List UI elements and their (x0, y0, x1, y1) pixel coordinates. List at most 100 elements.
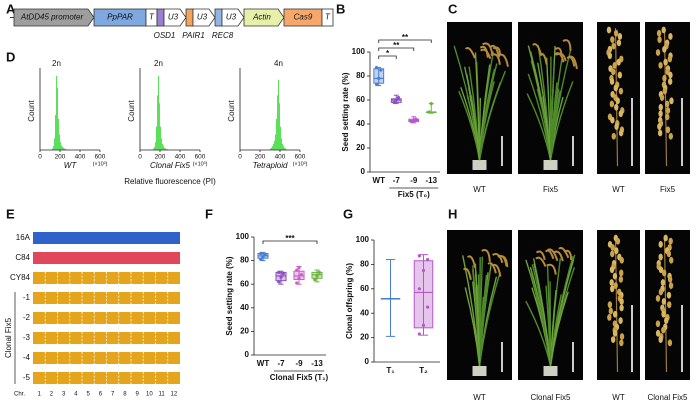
photo-grain (612, 62, 617, 69)
photo-grain (611, 68, 616, 76)
row-label: -2 (23, 313, 31, 322)
y-tick-label: 0 (361, 167, 366, 176)
y-tick-label: 60 (360, 284, 369, 293)
significance-bracket (378, 39, 432, 43)
histogram-bar (277, 95, 278, 150)
x-tick-label: -7 (277, 359, 285, 368)
x-unit: (×10³) (93, 161, 108, 167)
histogram-bar (282, 143, 283, 150)
photo-leaf (549, 65, 555, 161)
data-point (295, 268, 299, 272)
x-tick-label: -13 (311, 359, 323, 368)
significance-label: ** (393, 41, 400, 50)
axis-label: Chr. (14, 392, 25, 398)
y-tick-label: 80 (240, 256, 249, 265)
photo-label: Clonal Fix5 (530, 393, 571, 402)
histogram-bar (163, 146, 164, 150)
photo-grain (664, 100, 670, 108)
chromosome-label: 1 (37, 392, 41, 398)
photo-grain (663, 234, 668, 242)
significance-label: ** (402, 33, 409, 42)
histogram-bar (283, 146, 284, 150)
photo-grain (669, 97, 674, 105)
photo-pot (472, 160, 487, 170)
histogram-bar (160, 126, 161, 150)
histogram-bar (156, 126, 157, 150)
photo-panicle (544, 249, 555, 260)
photo-grain (658, 62, 663, 69)
x-tick-label: -13 (425, 176, 437, 185)
photo-label: WT (473, 393, 486, 402)
photo-grain (657, 123, 662, 130)
photo-panicle (480, 48, 492, 60)
photo-grain (610, 244, 615, 251)
y-tick-label: 20 (360, 333, 369, 342)
peak-label: 4n (274, 59, 283, 68)
photo-grain (612, 310, 618, 318)
photo-leaf (475, 271, 481, 367)
photo-grain (608, 307, 614, 315)
photo-panicle (535, 256, 547, 267)
photo-grain (664, 317, 669, 324)
photo-panicle (490, 53, 501, 65)
photo-grain (665, 107, 671, 114)
photo-grain (661, 326, 666, 334)
histogram-bar (280, 126, 281, 150)
y-tick-label: 100 (352, 47, 366, 56)
y-tick-label: 40 (240, 303, 249, 312)
histogram-bar (60, 142, 61, 150)
shared-x-label: Relative fluorescence (PI) (124, 177, 216, 186)
panel-letter: D (6, 49, 15, 64)
photo-panicle (481, 249, 491, 262)
x-tick-label: 600 (95, 154, 106, 161)
photo-grain (666, 250, 672, 258)
photo-grain (657, 36, 662, 44)
peak-label: 2n (154, 59, 163, 68)
row-label: 16A (16, 233, 31, 242)
photo-rachis (663, 235, 668, 373)
x-tick-label: WT (373, 176, 386, 185)
photo-panicle (539, 52, 548, 65)
data-point (295, 281, 299, 285)
chromosome-label: 4 (74, 392, 78, 398)
histogram-bar (159, 103, 160, 150)
data-point (297, 266, 301, 270)
photo-grain (668, 71, 673, 79)
genotype-bar (33, 232, 180, 244)
photo-grain (611, 42, 616, 50)
significance-bracket (378, 47, 415, 51)
photo-grain (662, 87, 668, 95)
histogram-bar (64, 148, 65, 150)
group-label: Clonal Fix5 (4, 317, 13, 358)
histogram-bar (271, 147, 272, 150)
photo-panicle (568, 55, 578, 70)
photo-grain (607, 52, 613, 60)
panel-letter: A (6, 1, 16, 16)
data-point (426, 257, 430, 262)
x-tick-label: 600 (295, 154, 306, 161)
photo-panicle (482, 42, 494, 55)
x-tick-label: -7 (393, 176, 401, 185)
photo-grain (619, 269, 624, 277)
sgrna-target: OSD1 (154, 31, 176, 40)
photo-grain (619, 304, 624, 312)
x-unit: (×10³) (293, 161, 308, 167)
box (413, 260, 434, 329)
data-point (299, 273, 303, 277)
histogram-bar (157, 95, 158, 150)
photo-leaf (532, 258, 552, 367)
photo-grain (662, 45, 667, 53)
photo-grain (658, 253, 663, 261)
photo-grain (618, 87, 624, 95)
data-point (259, 251, 263, 256)
chromosome-label: 9 (135, 392, 139, 398)
x-tick-label: 400 (275, 154, 286, 161)
data-point (315, 274, 319, 278)
photo-grain (613, 29, 619, 37)
peak-label: 2n (52, 59, 61, 68)
histogram-bar (270, 148, 271, 150)
photo-grain (617, 33, 623, 40)
photo-grain (616, 39, 622, 47)
photo-grain (668, 282, 674, 290)
